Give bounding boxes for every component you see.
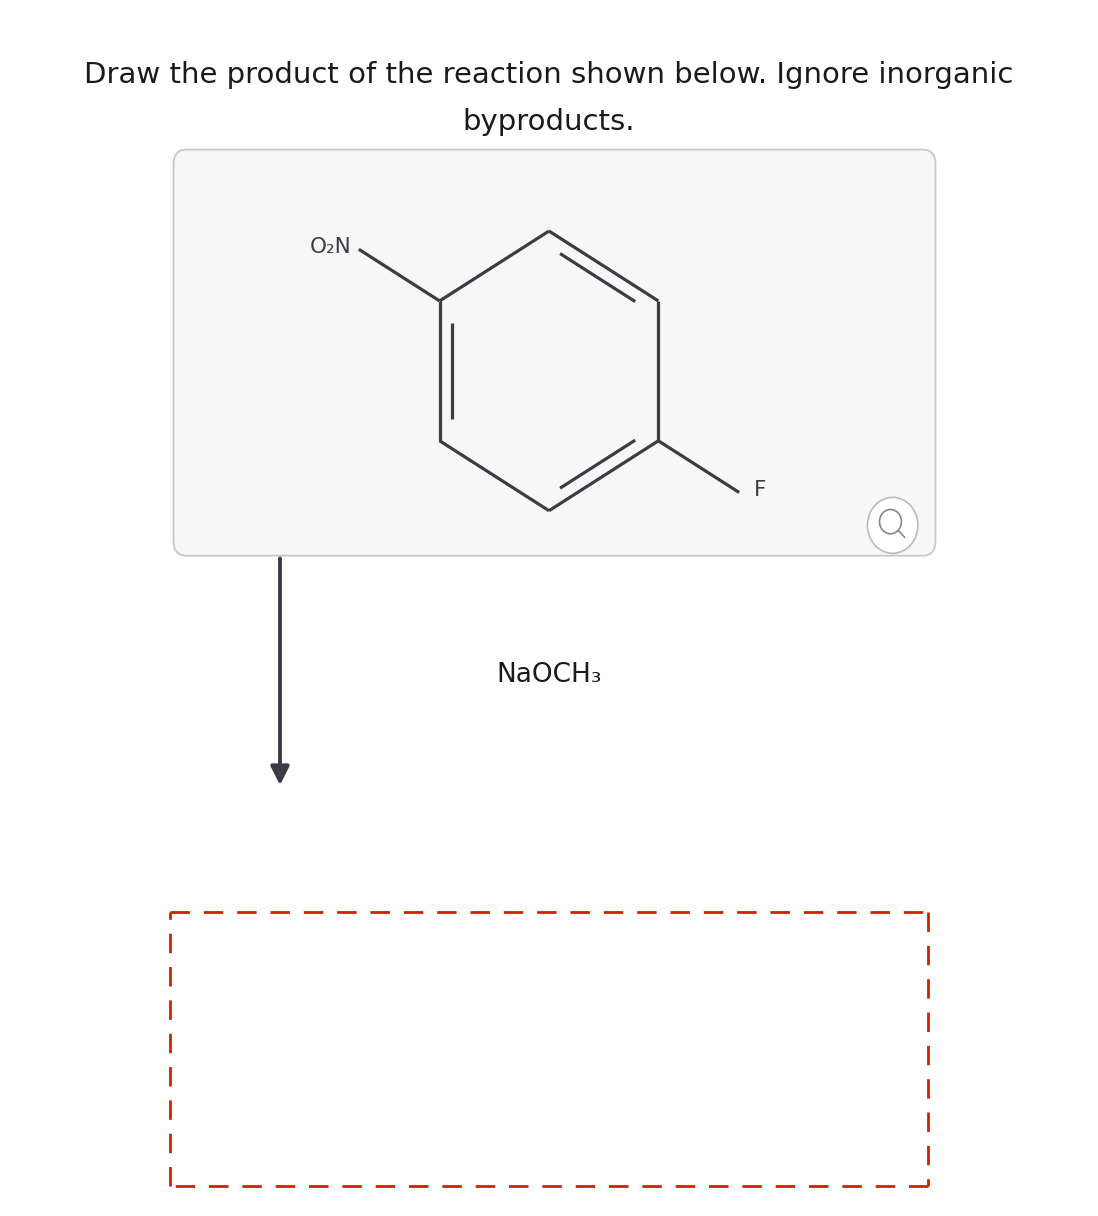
Text: NaOCH₃: NaOCH₃ xyxy=(496,662,602,688)
Text: O₂N: O₂N xyxy=(310,237,351,257)
Text: byproducts.: byproducts. xyxy=(462,107,636,136)
Circle shape xyxy=(867,497,918,553)
Text: F: F xyxy=(753,480,765,500)
FancyBboxPatch shape xyxy=(173,150,935,556)
Text: Draw the product of the reaction shown below. Ignore inorganic: Draw the product of the reaction shown b… xyxy=(85,61,1013,90)
